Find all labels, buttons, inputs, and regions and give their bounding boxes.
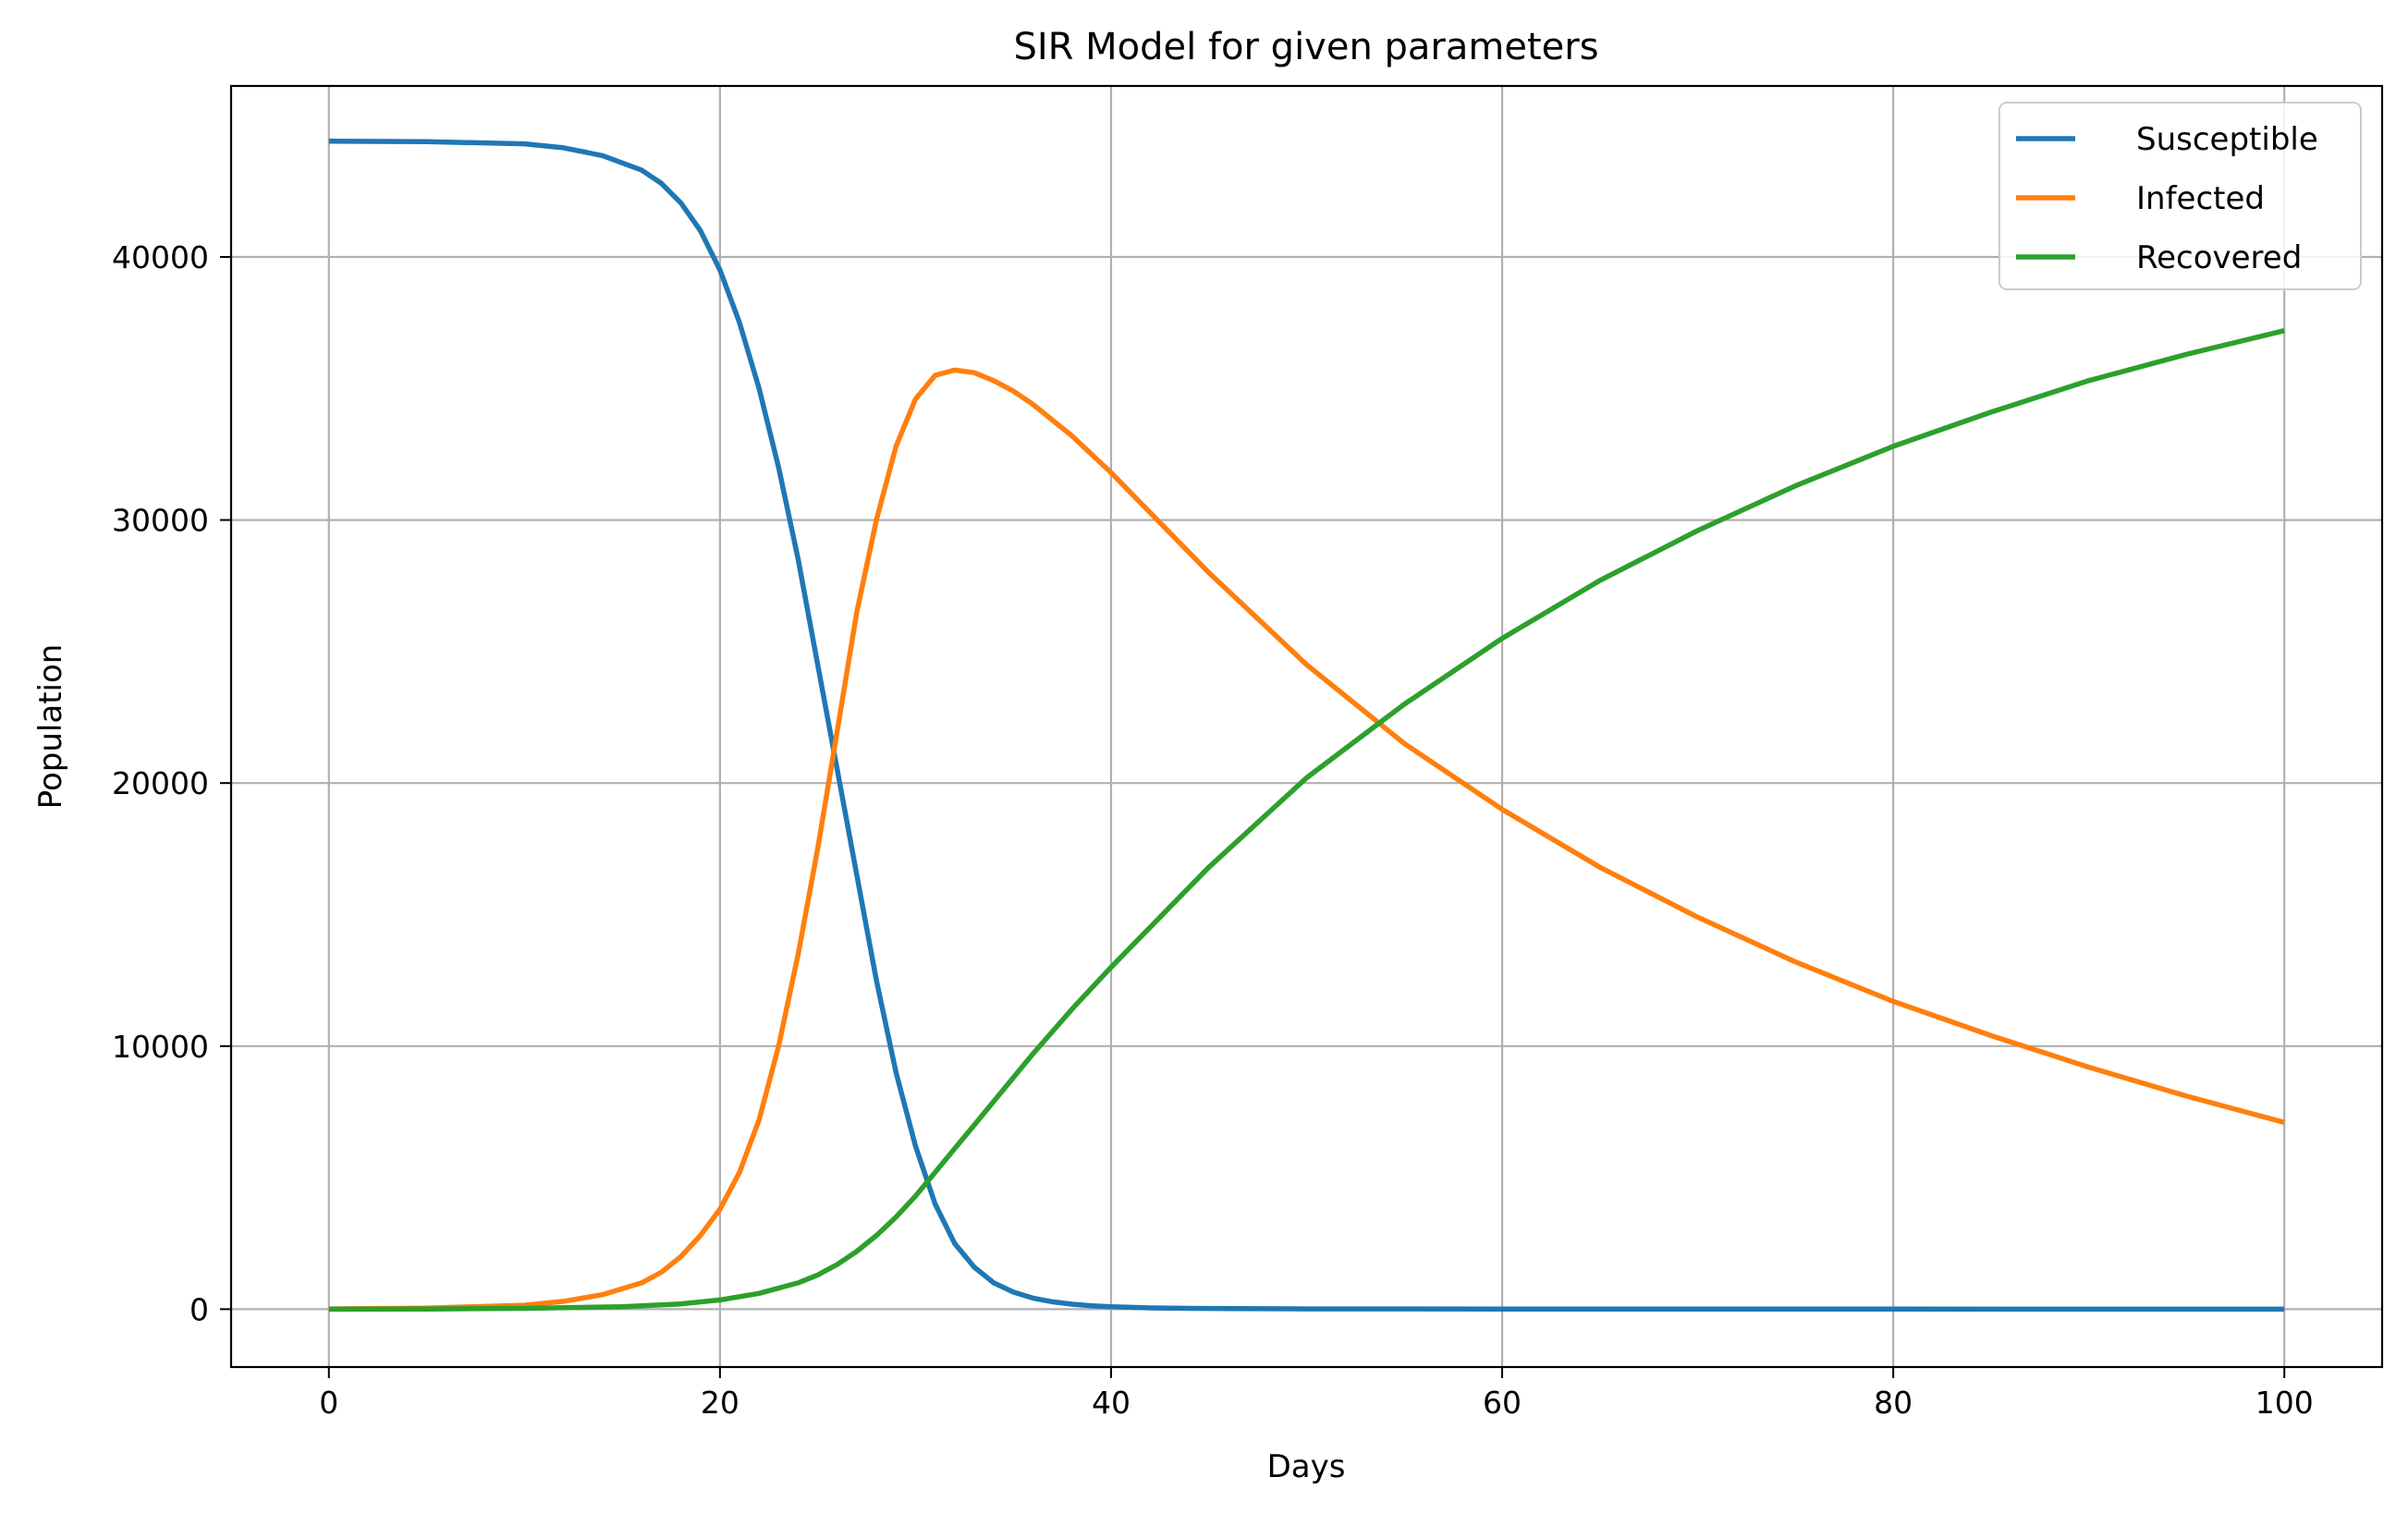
x-tick-label: 0 bbox=[319, 1385, 338, 1421]
y-tick-label: 0 bbox=[189, 1291, 209, 1327]
legend: Susceptible Infected Recovered bbox=[1999, 102, 2362, 290]
x-tick-label: 40 bbox=[1092, 1385, 1131, 1421]
series-line-infected bbox=[328, 367, 2285, 1312]
x-tick-label: 20 bbox=[701, 1385, 740, 1421]
plot-frame bbox=[229, 84, 2384, 1369]
series-line-susceptible bbox=[328, 139, 2285, 1313]
legend-box bbox=[1999, 102, 2362, 290]
y-tick-label: 30000 bbox=[112, 503, 209, 539]
x-tick-label: 80 bbox=[1874, 1385, 1913, 1421]
x-tick-label: 100 bbox=[2255, 1385, 2314, 1421]
x-axis-label: Days bbox=[1267, 1448, 1346, 1485]
y-tick-label: 40000 bbox=[112, 239, 209, 275]
y-axis-label: Population bbox=[32, 644, 69, 810]
y-tick-label: 20000 bbox=[112, 765, 209, 801]
chart-title: SIR Model for given parameters bbox=[1013, 26, 1598, 68]
legend-label-susceptible: Susceptible bbox=[2136, 121, 2318, 158]
tick-layer: 0 20 40 60 80 100 0 10000 20000 30000 40000 bbox=[112, 239, 2314, 1421]
series-layer bbox=[328, 139, 2285, 1313]
y-tick-label: 10000 bbox=[112, 1029, 209, 1065]
x-tick-label: 60 bbox=[1483, 1385, 1522, 1421]
legend-label-infected: Infected bbox=[2136, 180, 2265, 217]
legend-label-recovered: Recovered bbox=[2136, 239, 2302, 276]
series-line-recovered bbox=[328, 328, 2285, 1313]
